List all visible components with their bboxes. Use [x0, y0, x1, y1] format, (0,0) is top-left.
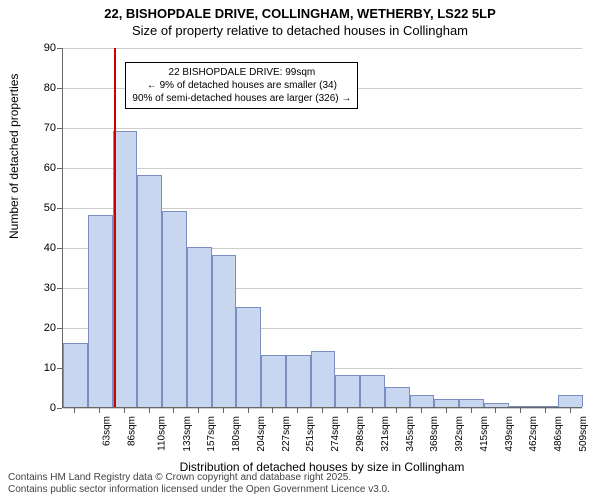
footer-line2: Contains public sector information licen… [8, 484, 390, 496]
title-line2: Size of property relative to detached ho… [0, 23, 600, 38]
histogram-bar [558, 395, 583, 407]
y-gridline [63, 48, 582, 49]
annotation-line1: 22 BISHOPDALE DRIVE: 99sqm [132, 66, 351, 79]
y-tick-label: 10 [32, 362, 56, 374]
x-tick-label: 180sqm [231, 416, 242, 452]
x-tick-label: 227sqm [281, 416, 292, 452]
y-tick-label: 30 [32, 282, 56, 294]
y-gridline [63, 128, 582, 129]
histogram-bar [484, 403, 509, 407]
x-tick-mark [74, 408, 75, 413]
x-tick-mark [223, 408, 224, 413]
annotation-line2: ← 9% of detached houses are smaller (34) [132, 79, 351, 92]
x-tick-mark [272, 408, 273, 413]
x-tick-label: 439sqm [504, 416, 515, 452]
y-axis-label: Number of detached properties [7, 211, 21, 239]
histogram-bar [113, 131, 138, 407]
x-tick-mark [149, 408, 150, 413]
x-tick-mark [396, 408, 397, 413]
x-tick-label: 486sqm [553, 416, 564, 452]
y-tick-label: 20 [32, 322, 56, 334]
y-tick-mark [57, 408, 62, 409]
x-tick-mark [372, 408, 373, 413]
y-tick-mark [57, 368, 62, 369]
y-tick-label: 0 [32, 402, 56, 414]
x-tick-mark [198, 408, 199, 413]
histogram-bar [286, 355, 311, 407]
histogram-bar [335, 375, 360, 407]
x-tick-label: 86sqm [127, 416, 138, 446]
y-tick-mark [57, 168, 62, 169]
histogram-bar [162, 211, 187, 407]
x-tick-mark [545, 408, 546, 413]
x-tick-label: 63sqm [102, 416, 113, 446]
y-tick-label: 90 [32, 42, 56, 54]
y-tick-label: 60 [32, 162, 56, 174]
y-tick-label: 80 [32, 82, 56, 94]
y-tick-mark [57, 208, 62, 209]
histogram-bar [236, 307, 261, 407]
chart-frame: 22, BISHOPDALE DRIVE, COLLINGHAM, WETHER… [0, 0, 600, 500]
histogram-bar [88, 215, 113, 407]
histogram-bar [360, 375, 385, 407]
title-line1: 22, BISHOPDALE DRIVE, COLLINGHAM, WETHER… [0, 6, 600, 21]
chart-title: 22, BISHOPDALE DRIVE, COLLINGHAM, WETHER… [0, 6, 600, 38]
histogram-bar [261, 355, 286, 407]
x-tick-label: 345sqm [405, 416, 416, 452]
histogram-bar [385, 387, 410, 407]
histogram-bar [311, 351, 336, 407]
histogram-bar [63, 343, 88, 407]
histogram-bar [459, 399, 484, 407]
y-tick-mark [57, 328, 62, 329]
y-tick-mark [57, 248, 62, 249]
annotation-line3: 90% of semi-detached houses are larger (… [132, 92, 351, 105]
x-tick-label: 157sqm [207, 416, 218, 452]
x-tick-mark [471, 408, 472, 413]
x-tick-label: 509sqm [578, 416, 589, 452]
x-tick-mark [446, 408, 447, 413]
annotation-box: 22 BISHOPDALE DRIVE: 99sqm← 9% of detach… [125, 62, 358, 109]
footer-line1: Contains HM Land Registry data © Crown c… [8, 472, 390, 484]
x-tick-label: 133sqm [182, 416, 193, 452]
histogram-bar [212, 255, 237, 407]
x-tick-label: 204sqm [256, 416, 267, 452]
x-tick-mark [570, 408, 571, 413]
x-tick-label: 321sqm [380, 416, 391, 452]
reference-line [114, 48, 116, 407]
y-tick-mark [57, 48, 62, 49]
x-tick-mark [495, 408, 496, 413]
y-tick-label: 50 [32, 202, 56, 214]
y-tick-label: 70 [32, 122, 56, 134]
x-tick-label: 251sqm [306, 416, 317, 452]
y-tick-mark [57, 288, 62, 289]
x-tick-label: 298sqm [355, 416, 366, 452]
x-tick-label: 274sqm [330, 416, 341, 452]
x-tick-label: 368sqm [429, 416, 440, 452]
x-tick-label: 110sqm [156, 416, 167, 451]
histogram-bar [137, 175, 162, 407]
x-tick-mark [173, 408, 174, 413]
y-tick-label: 40 [32, 242, 56, 254]
x-tick-mark [322, 408, 323, 413]
y-gridline [63, 168, 582, 169]
histogram-bar [533, 406, 558, 407]
x-tick-mark [124, 408, 125, 413]
x-tick-mark [421, 408, 422, 413]
histogram-bar [187, 247, 212, 407]
x-tick-label: 462sqm [528, 416, 539, 452]
x-tick-mark [297, 408, 298, 413]
x-tick-mark [347, 408, 348, 413]
x-tick-mark [248, 408, 249, 413]
x-tick-mark [99, 408, 100, 413]
y-tick-mark [57, 128, 62, 129]
y-tick-mark [57, 88, 62, 89]
histogram-bar [434, 399, 459, 407]
x-tick-label: 415sqm [479, 416, 490, 452]
x-tick-label: 392sqm [454, 416, 465, 452]
footer-attribution: Contains HM Land Registry data © Crown c… [8, 472, 390, 496]
histogram-bar [410, 395, 435, 407]
histogram-bar [509, 406, 534, 407]
plot-area: 22 BISHOPDALE DRIVE: 99sqm← 9% of detach… [62, 48, 582, 408]
x-tick-mark [520, 408, 521, 413]
